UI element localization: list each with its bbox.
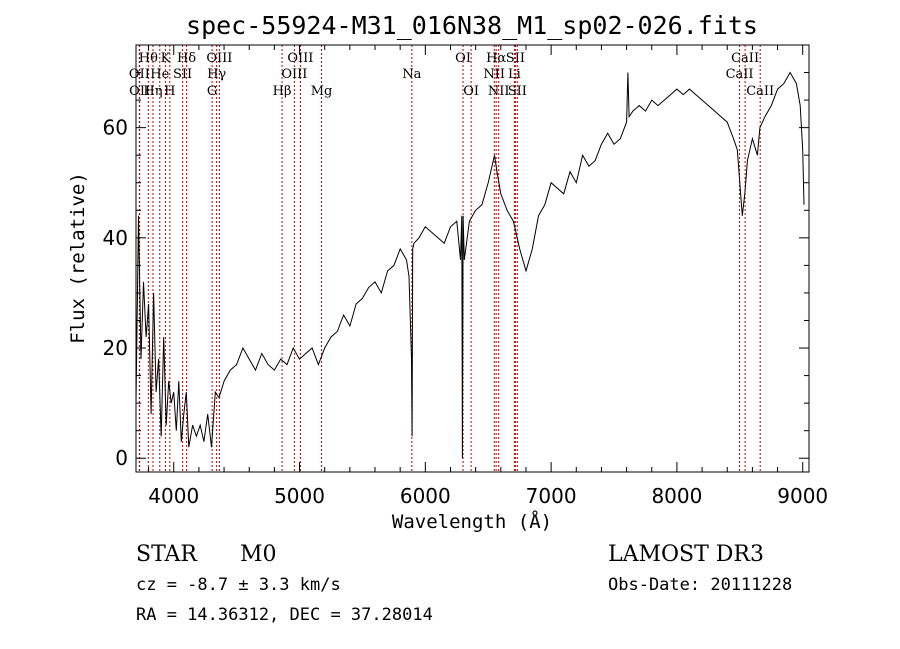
- line-label-8: H: [164, 84, 175, 99]
- line-label-25: CaII: [731, 51, 759, 66]
- line-label-26: CaII: [726, 67, 754, 82]
- line-label-12: OIII: [287, 51, 313, 66]
- x-tick-label-3: 7000: [526, 484, 577, 508]
- x-tick-label-0: 4000: [148, 484, 199, 508]
- y-axis-label: Flux (relative): [67, 172, 89, 344]
- line-label-17: OI: [455, 51, 471, 66]
- chart-title: spec-55924-M31_016N38_M1_sp02-026.fits: [186, 11, 758, 40]
- line-label-18: OI: [463, 84, 479, 99]
- survey-name: LAMOST DR3: [608, 542, 764, 567]
- line-label-7: Hη: [143, 84, 162, 99]
- spectral-line-markers: [138, 45, 761, 472]
- x-tick-label-4: 8000: [651, 484, 702, 508]
- line-label-20: SII: [506, 51, 525, 66]
- line-label-0: Hθ: [139, 51, 158, 66]
- x-tick-label-5: 9000: [777, 484, 828, 508]
- plot-frame: [135, 44, 810, 473]
- line-label-23: NII: [488, 84, 510, 99]
- line-label-3: OII: [129, 67, 150, 82]
- line-label-21: NII: [483, 67, 505, 82]
- line-label-6: OII: [129, 84, 150, 99]
- object-subclass: M0: [240, 542, 277, 567]
- line-label-11: G: [207, 84, 217, 99]
- line-label-16: Na: [402, 67, 421, 82]
- y-tick-label-1: 20: [103, 336, 128, 360]
- line-label-14: Hβ: [273, 84, 292, 99]
- line-label-4: He: [150, 67, 169, 82]
- object-class: STAR: [136, 542, 198, 567]
- redshift-text: cz = -8.7 ± 3.3 km/s: [136, 575, 341, 595]
- line-label-9: OIII: [206, 51, 232, 66]
- y-tick-label-0: 0: [115, 446, 128, 470]
- coordinates-text: RA = 14.36312, DEC = 37.28014: [136, 605, 433, 625]
- line-label-24: SII: [508, 84, 527, 99]
- x-axis-label: Wavelength (Å): [392, 510, 552, 533]
- line-label-13: OIII: [281, 67, 307, 82]
- line-label-22: Li: [508, 67, 521, 82]
- y-tick-label-3: 60: [103, 116, 128, 140]
- line-label-1: K: [161, 51, 171, 66]
- line-label-10: Hγ: [207, 67, 226, 82]
- line-label-27: CaII: [746, 84, 774, 99]
- line-label-15: Mg: [311, 84, 333, 99]
- line-label-5: SII: [173, 67, 192, 82]
- x-tick-label-2: 6000: [400, 484, 451, 508]
- y-tick-label-2: 40: [103, 226, 128, 250]
- line-label-2: Hδ: [177, 51, 196, 66]
- obs-date: Obs-Date: 20111228: [608, 575, 792, 595]
- y-axis-ticks: 0 20 40 60: [103, 72, 809, 470]
- x-tick-label-1: 5000: [274, 484, 325, 508]
- line-label-19: Hα: [486, 51, 506, 66]
- flux-series-line: [135, 71, 805, 459]
- x-axis-ticks: 4000 5000 6000 7000 8000 9000: [148, 45, 828, 508]
